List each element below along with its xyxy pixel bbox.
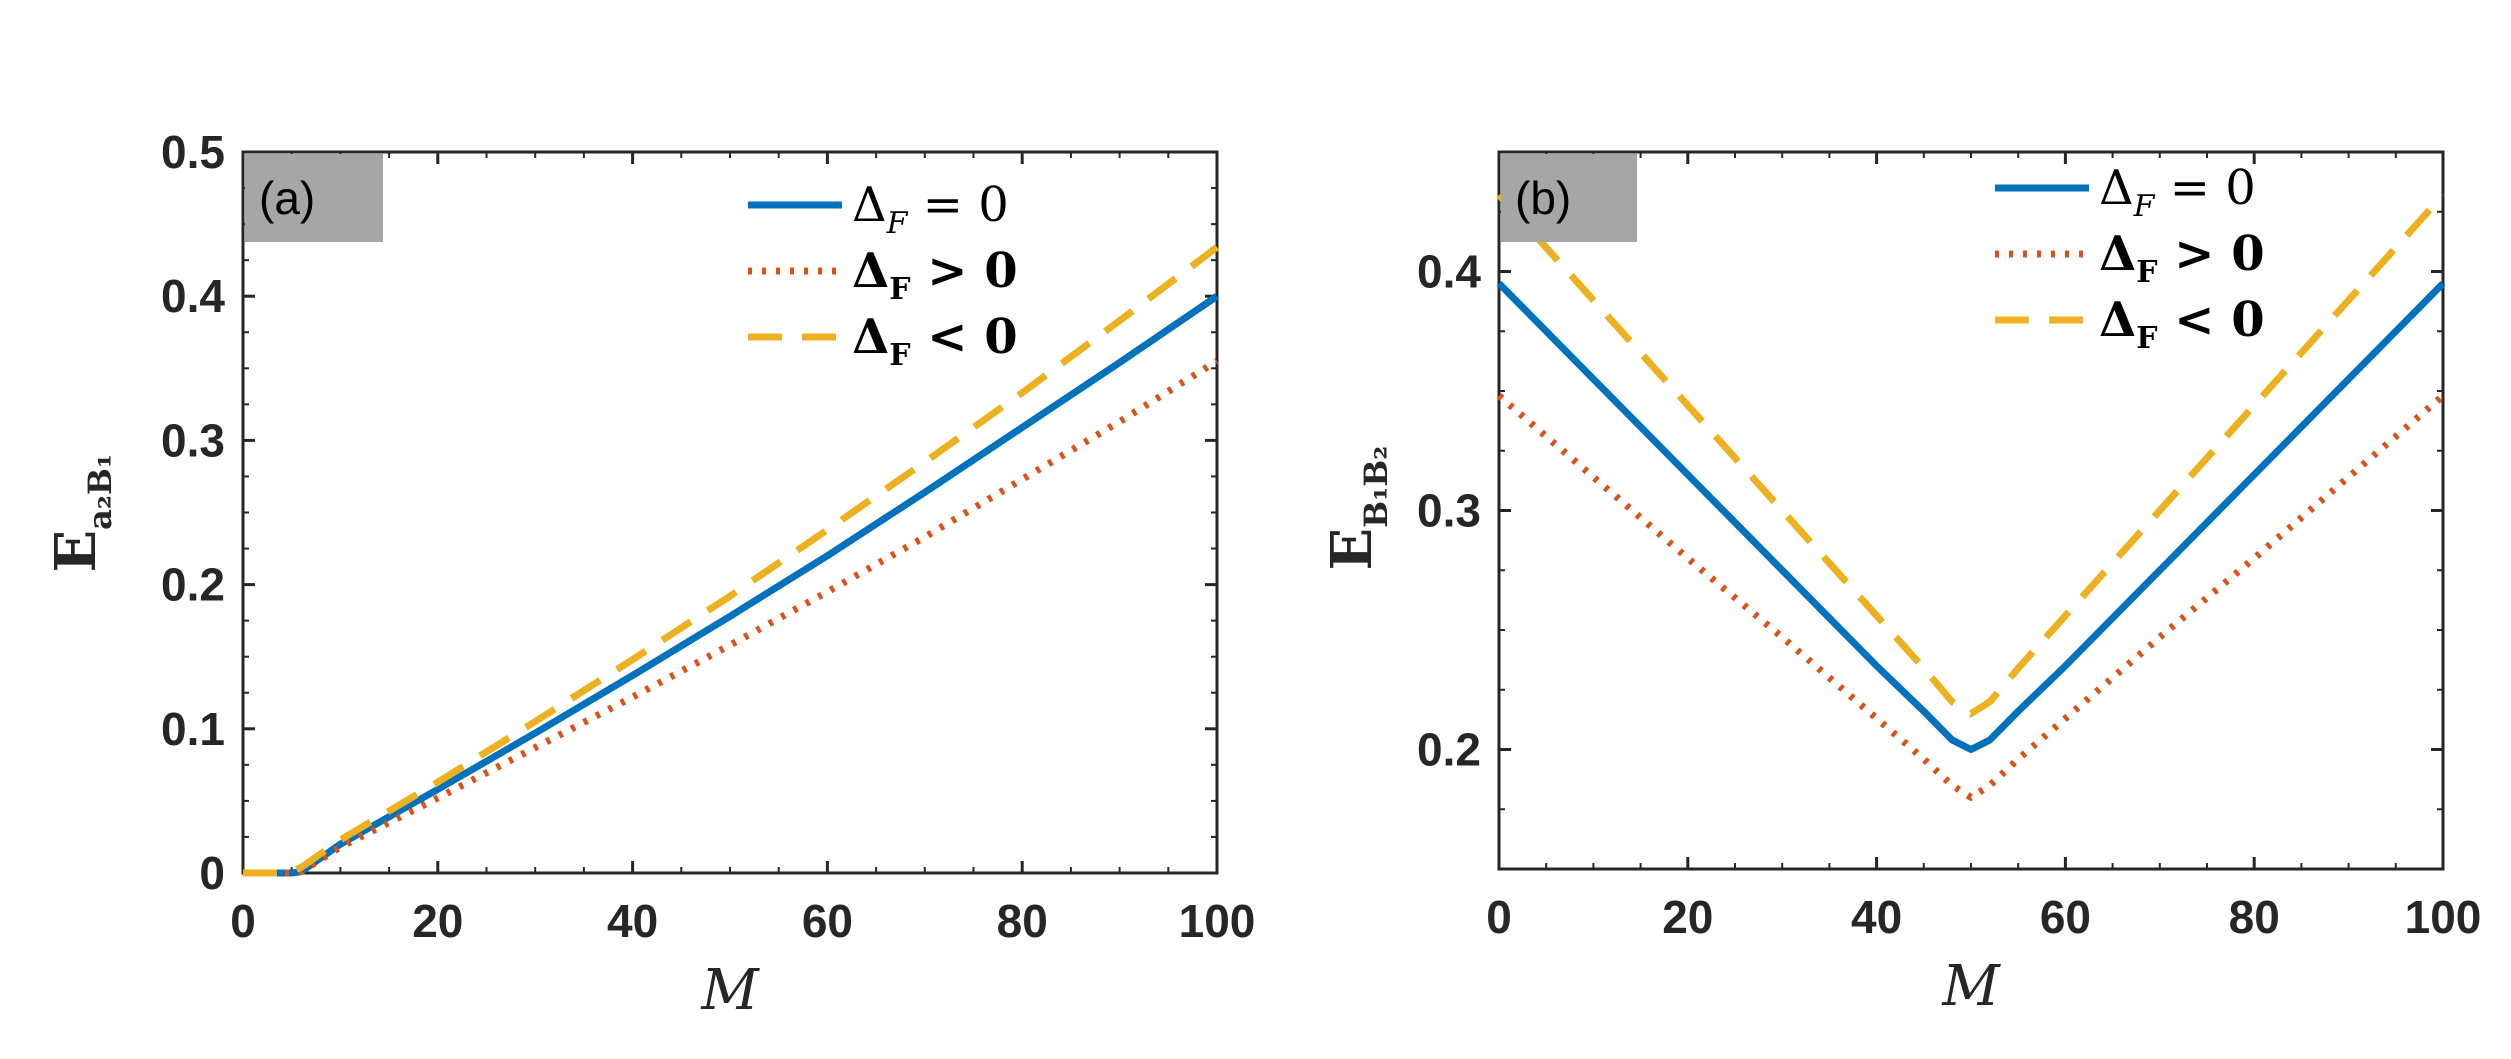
legend-entry-main: Δ (2099, 292, 2136, 348)
legend-entry-rest: < 0 (2158, 292, 2265, 348)
series-group (1496, 192, 2446, 801)
series-group (243, 244, 1220, 877)
x-tick-label: 0 (1486, 891, 1512, 943)
x-tick-label: 20 (412, 895, 463, 947)
legend-entry: ΔF > 0 (2099, 226, 2265, 290)
panel-a: 0 20 40 60 80 100 0 0.1 0.2 0.3 0.4 0.5 M Ea₂B₁ (a) ΔF … (43, 126, 1255, 1023)
x-tick-label: 100 (1179, 895, 1256, 947)
y-axis-label: EB₁B₂ (1319, 446, 1395, 571)
x-tick-label: 100 (2405, 891, 2482, 943)
series-line-dashed (1496, 192, 2446, 718)
y-tick-label: 0.2 (1417, 724, 1481, 776)
y-tick-label: 0.4 (1417, 246, 1481, 298)
y-axis-label-sub: B₁B₂ (1357, 446, 1395, 528)
legend-entry-sub: F (2133, 189, 2156, 224)
series-line-solid (243, 293, 1219, 877)
legend-entry: ΔF < 0 (852, 309, 1018, 373)
y-tick-label: 0.5 (161, 126, 225, 178)
x-axis: 0 20 40 60 80 100 (1486, 152, 2481, 943)
legend-entry-rest: > 0 (2158, 226, 2265, 282)
panel-label: (b) (1515, 172, 1571, 224)
legend-entry-main: Δ (852, 309, 889, 365)
legend-entry-rest: = 0 (2155, 160, 2256, 216)
y-axis: 0 0.1 0.2 0.3 0.4 0.5 (161, 126, 1217, 899)
legend: ΔF = 0ΔF > 0ΔF < 0 (1995, 160, 2265, 356)
plot-area (1497, 150, 2445, 871)
legend: ΔF = 0ΔF > 0ΔF < 0 (748, 177, 1018, 373)
legend-entry: ΔF > 0 (852, 243, 1018, 307)
legend-entry: ΔF < 0 (2099, 292, 2265, 356)
y-axis-label-main: E (1319, 528, 1385, 571)
y-axis-label: Ea₂B₁ (43, 454, 119, 573)
legend-entry-sub: F (889, 338, 910, 373)
legend-entry-main: Δ (2099, 226, 2136, 282)
y-tick-label: 0.1 (161, 703, 225, 755)
x-tick-label: 40 (607, 895, 658, 947)
y-axis-label-sub: a₂B₁ (81, 454, 119, 530)
x-axis-label: M (700, 958, 760, 1023)
legend-entry: ΔF = 0 (852, 177, 1009, 241)
y-tick-label: 0 (199, 847, 225, 899)
legend-entry-sub: F (889, 272, 910, 307)
series-line-dashed (243, 244, 1220, 877)
legend-entry-rest: = 0 (908, 177, 1009, 233)
x-axis: 0 20 40 60 80 100 (230, 152, 1255, 947)
x-tick-label: 60 (2040, 891, 2091, 943)
panel-tag-box (245, 154, 383, 242)
legend-entry-main: Δ (852, 177, 887, 233)
y-tick-label: 0.4 (161, 270, 225, 322)
legend-entry-sub: F (2136, 255, 2157, 290)
legend-entry-sub: F (886, 206, 909, 241)
x-tick-label: 80 (2229, 891, 2280, 943)
legend-entry-rest: < 0 (911, 309, 1018, 365)
x-tick-label: 80 (997, 895, 1048, 947)
legend-entry-rest: > 0 (911, 243, 1018, 299)
y-axis-label-main: E (43, 530, 109, 573)
plot-area (241, 150, 1219, 875)
y-tick-label: 0.2 (161, 559, 225, 611)
x-tick-label: 20 (1662, 891, 1713, 943)
y-tick-label: 0.3 (1417, 485, 1481, 537)
panel-tag-box (1501, 154, 1637, 242)
y-tick-label: 0.3 (161, 414, 225, 466)
series-line-dotted (243, 358, 1219, 877)
legend-entry-main: Δ (852, 243, 889, 299)
panel-label: (a) (259, 172, 315, 224)
x-tick-label: 60 (802, 895, 853, 947)
series-line-dotted (1496, 393, 2446, 801)
legend-entry-main: Δ (2099, 160, 2134, 216)
legend-entry-sub: F (2136, 321, 2157, 356)
legend-entry: ΔF = 0 (2099, 160, 2256, 224)
x-tick-label: 0 (230, 895, 256, 947)
x-axis-label: M (1941, 954, 2001, 1019)
series-line-solid (1496, 280, 2446, 753)
x-tick-label: 40 (1851, 891, 1902, 943)
